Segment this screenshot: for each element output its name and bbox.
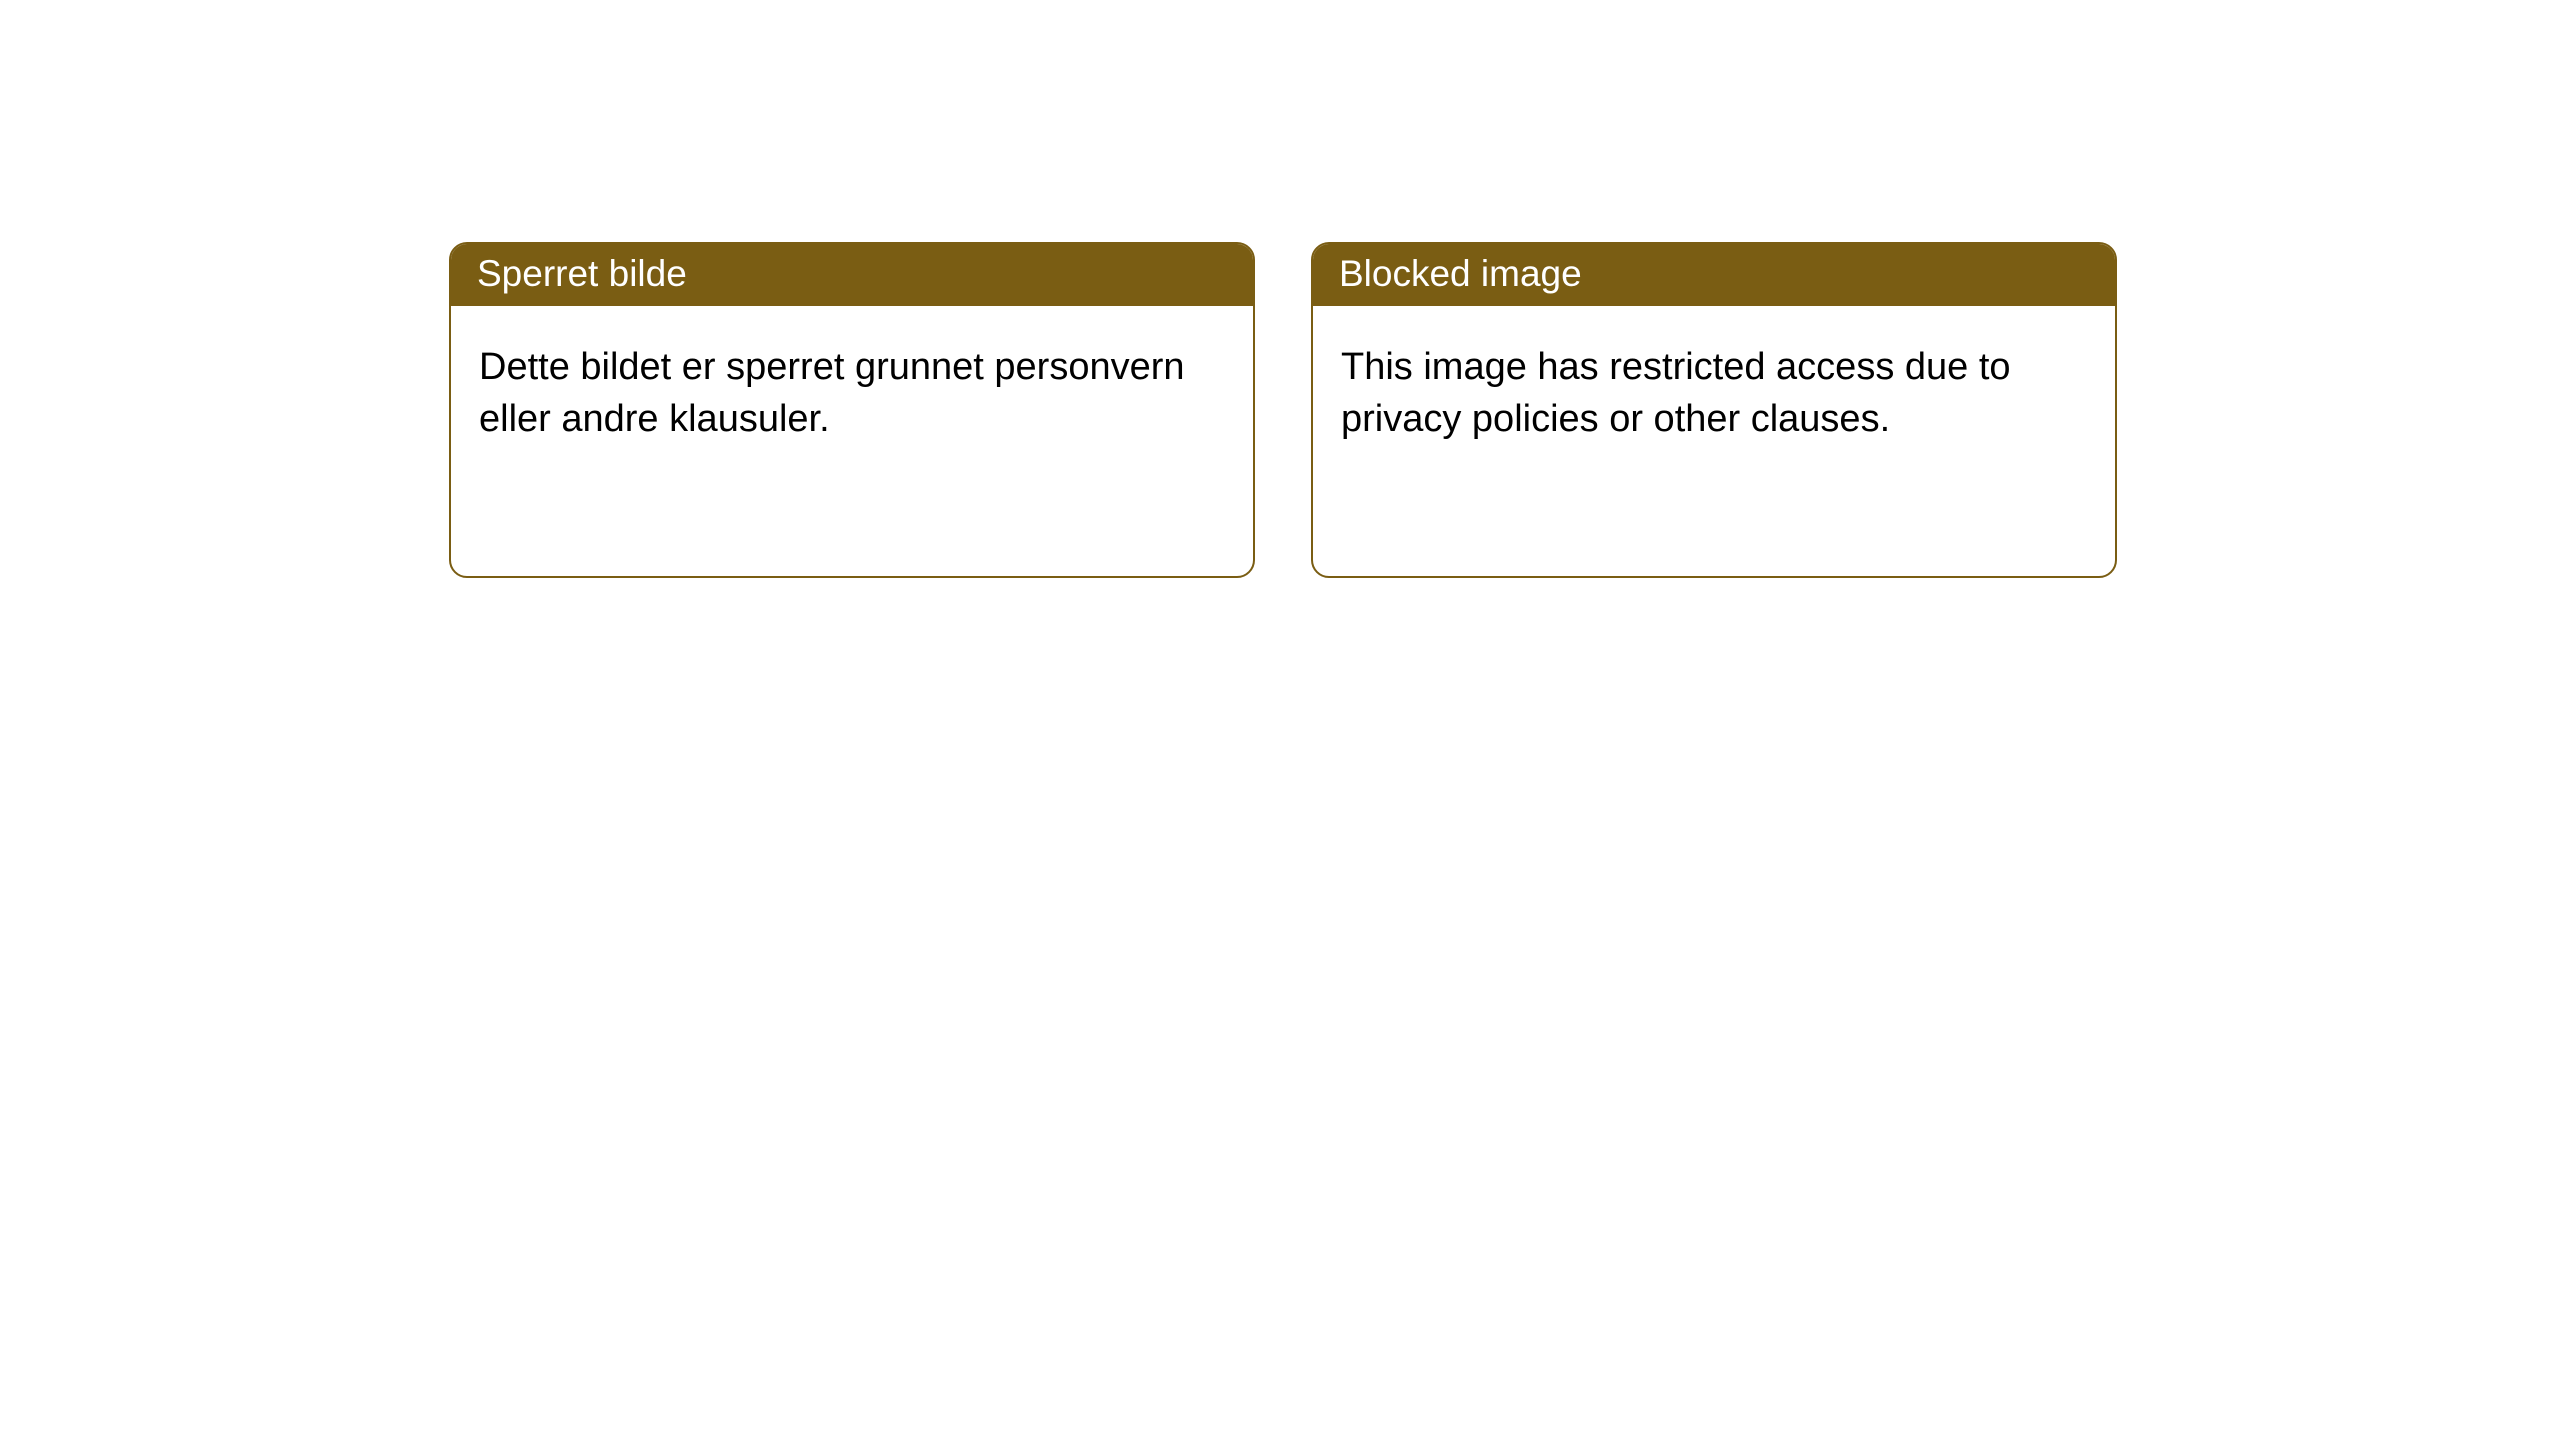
blocked-image-card-en: Blocked image This image has restricted … (1311, 242, 2117, 578)
card-header-en: Blocked image (1313, 244, 2115, 306)
card-body-no: Dette bildet er sperret grunnet personve… (451, 306, 1253, 465)
card-title-no: Sperret bilde (477, 253, 687, 294)
notice-container: Sperret bilde Dette bildet er sperret gr… (0, 0, 2560, 578)
card-text-no: Dette bildet er sperret grunnet personve… (479, 346, 1185, 439)
card-header-no: Sperret bilde (451, 244, 1253, 306)
blocked-image-card-no: Sperret bilde Dette bildet er sperret gr… (449, 242, 1255, 578)
card-title-en: Blocked image (1339, 253, 1582, 294)
card-body-en: This image has restricted access due to … (1313, 306, 2115, 465)
card-text-en: This image has restricted access due to … (1341, 346, 2011, 439)
